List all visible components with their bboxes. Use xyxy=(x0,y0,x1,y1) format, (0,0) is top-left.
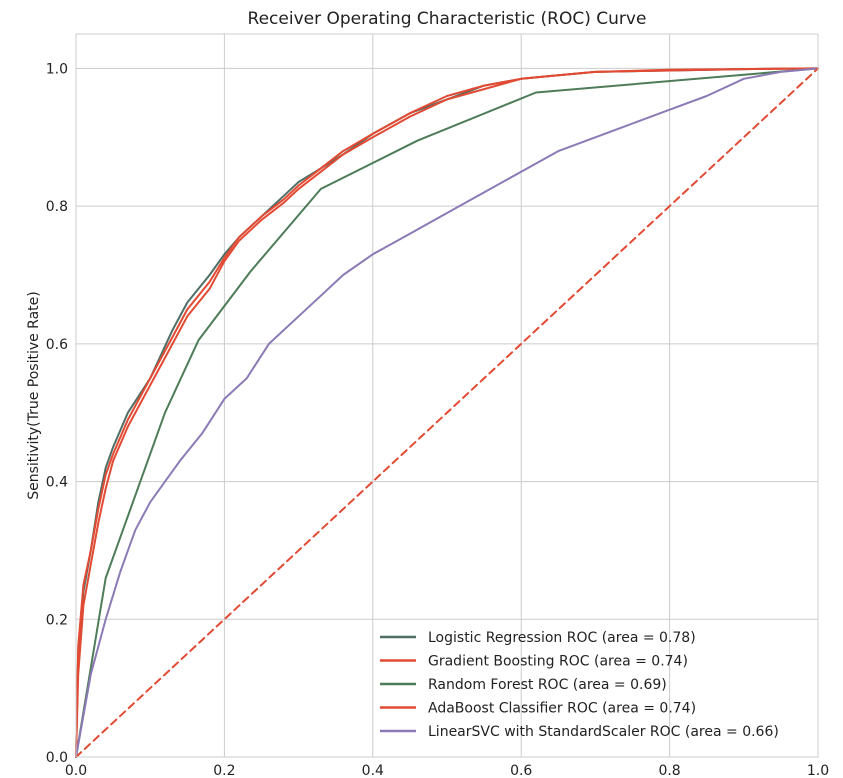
x-tick-label: 1.0 xyxy=(807,763,829,778)
roc-series-line-3 xyxy=(75,67,819,758)
chart-title: Receiver Operating Characteristic (ROC) … xyxy=(248,9,647,29)
roc-series-line-2 xyxy=(75,67,819,758)
y-tick-label: 0.0 xyxy=(46,750,68,766)
tick-labels: 0.0 0.2 0.4 0.6 0.8 1.0 0.0 0.2 0.4 0.6 0.8 1.0 xyxy=(46,61,829,778)
series-lines xyxy=(75,67,819,758)
legend-label: AdaBoost Classifier ROC (area = 0.74) xyxy=(428,701,696,717)
y-tick-label: 0.8 xyxy=(46,199,68,215)
legend-label: Gradient Boosting ROC (area = 0.74) xyxy=(428,654,688,670)
y-tick-label: 0.4 xyxy=(46,475,68,491)
x-tick-label: 0.4 xyxy=(362,763,384,778)
plot-area xyxy=(76,34,818,757)
legend: Logistic Regression ROC (area = 0.78) Gra… xyxy=(380,630,779,740)
x-tick-label: 0.6 xyxy=(510,763,532,778)
chance-diagonal-line xyxy=(75,67,819,758)
legend-label: Random Forest ROC (area = 0.69) xyxy=(428,677,667,693)
plot-frame xyxy=(75,33,819,758)
x-tick-label: 0.2 xyxy=(213,763,235,778)
roc-series-line-4 xyxy=(75,67,819,758)
y-tick-label: 1.0 xyxy=(46,61,68,77)
legend-label: LinearSVC with StandardScaler ROC (area … xyxy=(428,724,779,740)
x-tick-label: 0.0 xyxy=(65,763,87,778)
legend-label: Logistic Regression ROC (area = 0.78) xyxy=(428,630,696,646)
y-tick-label: 0.2 xyxy=(46,612,68,628)
x-tick-label: 0.8 xyxy=(658,763,680,778)
y-axis-title: Sensitivity(True Positive Rate) xyxy=(26,291,42,500)
y-tick-label: 0.6 xyxy=(46,337,68,353)
